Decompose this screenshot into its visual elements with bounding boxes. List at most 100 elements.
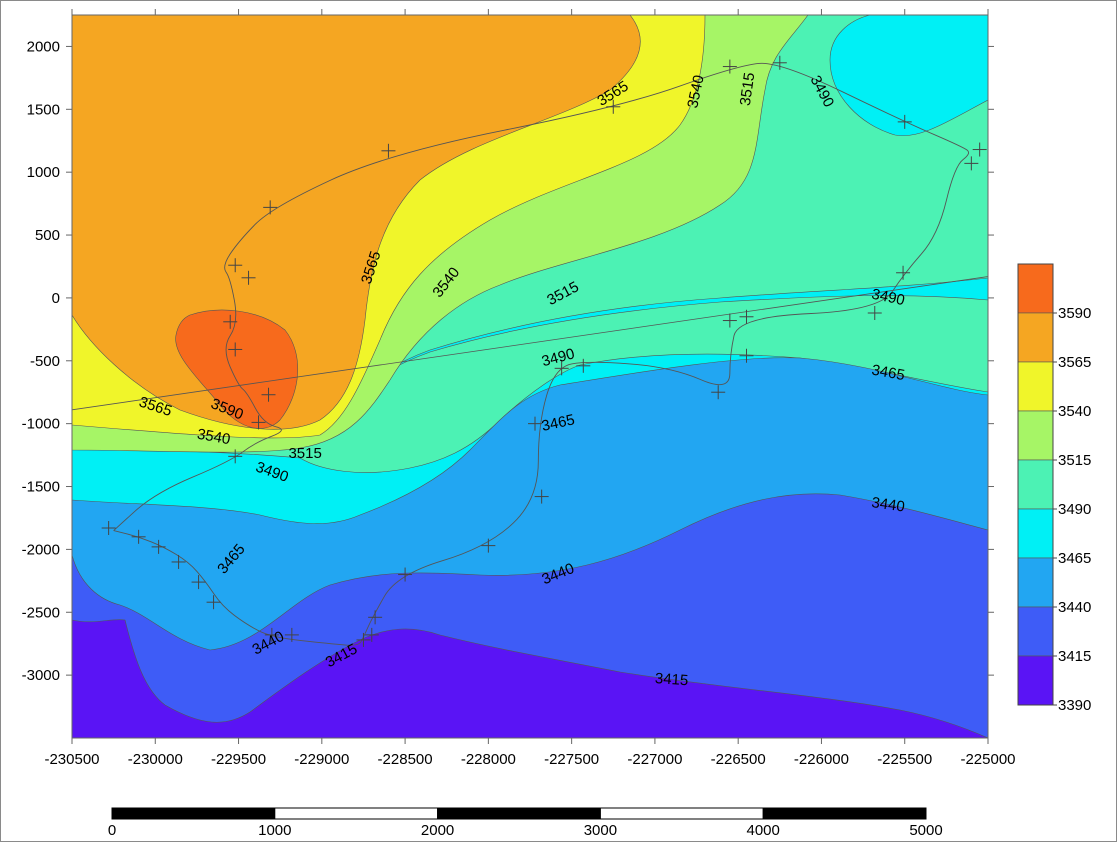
scale-bar-label: 1000 — [258, 822, 291, 839]
legend-swatch — [1017, 410, 1054, 461]
legend-swatch — [1017, 557, 1054, 608]
scale-bar-segment — [599, 807, 764, 820]
well-marker — [481, 538, 496, 553]
well-marker — [264, 627, 279, 642]
scale-bar-label: 5000 — [909, 822, 942, 839]
x-tick-label: -227000 — [627, 751, 682, 768]
well-marker — [241, 270, 256, 285]
scale-bar-label: 4000 — [747, 822, 780, 839]
x-tick-label: -225500 — [877, 751, 932, 768]
legend-label: 3490 — [1058, 501, 1091, 518]
well-marker — [576, 358, 591, 373]
legend: 3590 3565 3540 3515 3490 3465 3440 3415 3390 — [1017, 263, 1091, 714]
well-marker — [772, 55, 787, 70]
well-marker — [356, 632, 371, 647]
well-marker — [261, 387, 276, 402]
legend-label: 3565 — [1058, 354, 1091, 371]
scale-bar-label: 2000 — [421, 822, 454, 839]
x-tick-label: -230500 — [44, 751, 99, 768]
well-marker — [151, 539, 166, 554]
legend-label: 3415 — [1058, 648, 1091, 665]
well-marker — [897, 114, 912, 129]
legend-swatch — [1017, 606, 1054, 657]
y-tick-label: -2000 — [22, 541, 60, 558]
contour-label: 3415 — [654, 670, 688, 689]
y-tick-label: 500 — [35, 227, 60, 244]
scale-bar-label: 3000 — [584, 822, 617, 839]
x-tick-label: -226500 — [711, 751, 766, 768]
y-tick-label: -1000 — [22, 416, 60, 433]
contour-label: 3490 — [870, 286, 906, 310]
well-marker — [228, 449, 243, 464]
well-marker — [223, 314, 238, 329]
well-marker — [722, 313, 737, 328]
x-tick-label: -227500 — [544, 751, 599, 768]
well-marker — [722, 59, 737, 74]
well-marker — [101, 521, 116, 536]
x-tick-label: -226000 — [794, 751, 849, 768]
legend-label: 3465 — [1058, 550, 1091, 567]
x-tick-label: -228000 — [461, 751, 516, 768]
well-marker — [896, 265, 911, 280]
well-marker — [606, 99, 621, 114]
legend-swatch — [1017, 361, 1054, 412]
well-marker — [251, 415, 266, 430]
scale-bar-segment — [111, 807, 276, 820]
band-3465-3490-ne — [829, 15, 988, 137]
contour-label: 3465 — [870, 362, 906, 385]
well-marker — [972, 142, 987, 157]
well-marker — [867, 306, 882, 321]
x-tick-label: -230000 — [128, 751, 183, 768]
well-marker — [368, 610, 383, 625]
well-marker — [171, 554, 186, 569]
x-tick-label: -229000 — [294, 751, 349, 768]
well-marker — [711, 385, 726, 400]
legend-label: 3590 — [1058, 305, 1091, 322]
x-tick-label: -229500 — [211, 751, 266, 768]
plot-border — [71, 14, 989, 739]
well-marker — [398, 567, 413, 582]
well-marker — [554, 361, 569, 376]
legend-swatch — [1017, 459, 1054, 510]
well-marker — [534, 489, 549, 504]
scale-bar-segment — [762, 807, 927, 820]
cross-section-line — [72, 276, 988, 411]
y-tick-label: -2500 — [22, 604, 60, 621]
legend-swatch — [1017, 508, 1054, 559]
band-3590-max — [175, 309, 299, 429]
legend-swatch — [1017, 263, 1054, 314]
legend-border — [1017, 263, 1054, 706]
well-marker — [527, 416, 542, 431]
contour-label: 3440 — [870, 494, 905, 515]
well-marker — [964, 156, 979, 171]
y-tick-label: 1500 — [27, 101, 60, 118]
y-tick-label: 1000 — [27, 164, 60, 181]
well-marker — [739, 348, 754, 363]
y-tick-label: 0 — [52, 290, 60, 307]
well-marker — [739, 309, 754, 324]
axes: -230500 -230000 -229500 -229000 -228500 -2280… — [22, 9, 1016, 768]
contour-label: 3515 — [288, 445, 321, 462]
legend-label: 3440 — [1058, 599, 1091, 616]
x-tick-label: -225000 — [960, 751, 1015, 768]
legend-swatch — [1017, 655, 1054, 706]
scale-bar-label: 0 — [108, 822, 116, 839]
legend-label: 3390 — [1058, 697, 1091, 714]
well-marker — [131, 529, 146, 544]
y-tick-label: -3000 — [22, 667, 60, 684]
well-marker — [228, 342, 243, 357]
scale-bar: 0 1000 2000 3000 4000 5000 — [108, 807, 943, 839]
y-tick-label: -500 — [30, 353, 60, 370]
band-3390-3415 — [72, 619, 988, 738]
contour-label: 3515 — [737, 71, 758, 106]
legend-label: 3515 — [1058, 452, 1091, 469]
scale-bar-segment — [274, 807, 439, 820]
well-marker — [364, 627, 379, 642]
contour-label: 3540 — [196, 426, 232, 449]
well-marker — [191, 575, 206, 590]
well-path-line — [113, 62, 969, 646]
x-tick-label: -228500 — [378, 751, 433, 768]
well-marker — [263, 200, 278, 215]
scale-bar-segment — [437, 807, 601, 820]
